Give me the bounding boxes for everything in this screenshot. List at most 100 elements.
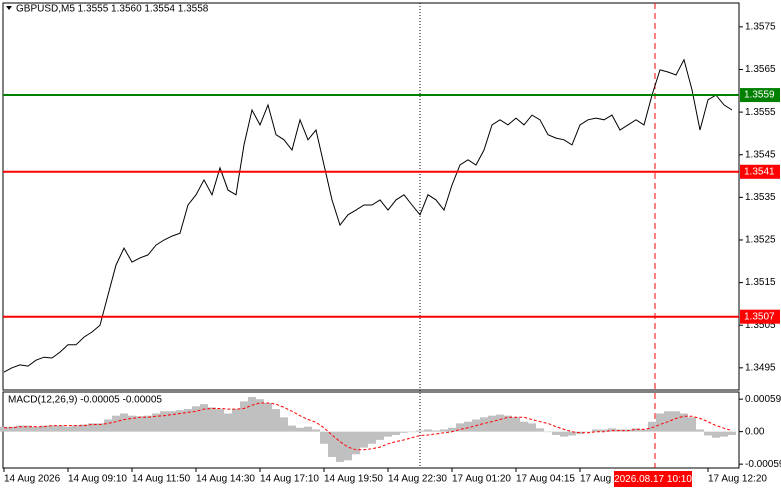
x-tick-label: 17 Aug 01:20	[452, 474, 511, 485]
histogram-bar	[48, 425, 56, 432]
level-label: 1.3559	[744, 90, 775, 101]
histogram-bar	[408, 431, 416, 433]
histogram-bar	[608, 428, 616, 432]
histogram-bar	[344, 431, 352, 461]
histogram-bar	[296, 427, 304, 432]
histogram-bar	[416, 430, 424, 432]
histogram-bar	[544, 431, 552, 433]
x-tick-label: 14 Aug 19:50	[324, 474, 383, 485]
histogram-bar	[616, 429, 624, 432]
histogram-bar	[432, 430, 440, 432]
x-tick-label: 14 Aug 09:10	[68, 474, 127, 485]
level-label-box	[740, 164, 780, 179]
histogram-bar	[728, 431, 736, 435]
histogram-bar	[8, 426, 16, 432]
histogram-bar	[496, 414, 504, 432]
histogram-bar	[16, 425, 24, 432]
histogram-bar	[200, 404, 208, 432]
histogram-bar	[632, 428, 640, 432]
y-tick-label: 1.3505	[745, 320, 776, 331]
chart-title: GBPUSD,M5 1.3555 1.3560 1.3554 1.3558	[16, 4, 209, 15]
y-tick-label: 1.3565	[745, 64, 776, 75]
histogram-bar	[656, 413, 664, 432]
histogram-bar	[136, 416, 144, 432]
level-label-box	[740, 88, 780, 103]
histogram-bar	[376, 431, 384, 440]
level-label: 1.3541	[744, 166, 775, 177]
histogram-bar	[704, 431, 712, 436]
histogram-bar	[224, 413, 232, 432]
y-tick-label: 1.3545	[745, 149, 776, 160]
histogram-bar	[32, 426, 40, 432]
histogram-bar	[96, 423, 104, 432]
histogram-bar	[216, 409, 224, 432]
histogram-bar	[328, 431, 336, 457]
histogram-bar	[648, 421, 656, 432]
level-label-box	[740, 309, 780, 324]
histogram-bar	[160, 411, 168, 432]
histogram-bar	[392, 431, 400, 435]
histogram-bar	[528, 423, 536, 432]
histogram-bar	[72, 425, 80, 432]
y-tick-label: 1.3555	[745, 107, 776, 118]
cursor-label: 2026.08.17 10:10	[614, 474, 692, 485]
histogram-bar	[304, 426, 312, 432]
histogram-bar	[264, 403, 272, 432]
histogram-bar	[312, 429, 320, 432]
histogram-bar	[368, 431, 376, 444]
histogram-bar	[280, 417, 288, 432]
marks: 1.3495 1.3505 1.3515 1.3525 1.3535 1.3545 1.35…	[0, 22, 781, 485]
histogram-bar	[672, 411, 680, 432]
menu-icon	[6, 6, 12, 10]
histogram-bar	[320, 431, 328, 444]
histogram-bar	[144, 415, 152, 432]
histogram-bar	[720, 431, 728, 437]
histogram-bar	[384, 431, 392, 437]
x-tick-label: 17 Aug 0	[580, 474, 620, 485]
histogram-bar	[120, 413, 128, 432]
histogram-bar	[104, 419, 112, 432]
histogram-bar	[64, 426, 72, 432]
main-panel	[2, 2, 740, 391]
y-tick-label: 1.3515	[745, 277, 776, 288]
histogram-bar	[184, 409, 192, 432]
histogram-bar	[552, 431, 560, 435]
y-tick-label: -0.00059	[745, 459, 781, 470]
histogram-bar	[712, 431, 720, 438]
histogram-bar	[512, 417, 520, 432]
histogram-bar	[696, 429, 704, 432]
histogram-bar	[112, 415, 120, 432]
histogram-bar	[568, 431, 576, 436]
histogram-bar	[192, 406, 200, 432]
histogram-bar	[240, 401, 248, 432]
histogram-bar	[152, 413, 160, 432]
histogram-bar	[560, 431, 568, 437]
histogram-bar	[168, 411, 176, 432]
histogram-bar	[520, 421, 528, 432]
x-tick-label: 14 Aug 22:30	[388, 474, 447, 485]
histogram-bar	[40, 425, 48, 432]
histogram-bar	[24, 425, 32, 432]
histogram-bar	[456, 423, 464, 432]
signal-line	[4, 402, 733, 451]
macd-title: MACD(12,26,9) -0.00005 -0.00005	[8, 395, 162, 406]
histogram-bar	[680, 413, 688, 432]
histogram-bar	[176, 410, 184, 432]
histogram-bar	[448, 427, 456, 432]
histogram-bar	[208, 407, 216, 432]
y-tick-label: 1.3535	[745, 192, 776, 203]
y-tick-label: 1.3495	[745, 362, 776, 373]
x-tick-label: 14 Aug 14:30	[196, 474, 255, 485]
y-tick-label: 1.3525	[745, 235, 776, 246]
histogram-bar	[464, 421, 472, 432]
histogram-bar	[688, 417, 696, 432]
histogram-bar	[504, 415, 512, 432]
histogram-bar	[272, 409, 280, 432]
histogram-bar	[360, 431, 368, 448]
histogram-bar	[600, 429, 608, 432]
price-line	[3, 58, 733, 373]
histogram-bar	[288, 425, 296, 432]
histogram-bar	[488, 415, 496, 432]
